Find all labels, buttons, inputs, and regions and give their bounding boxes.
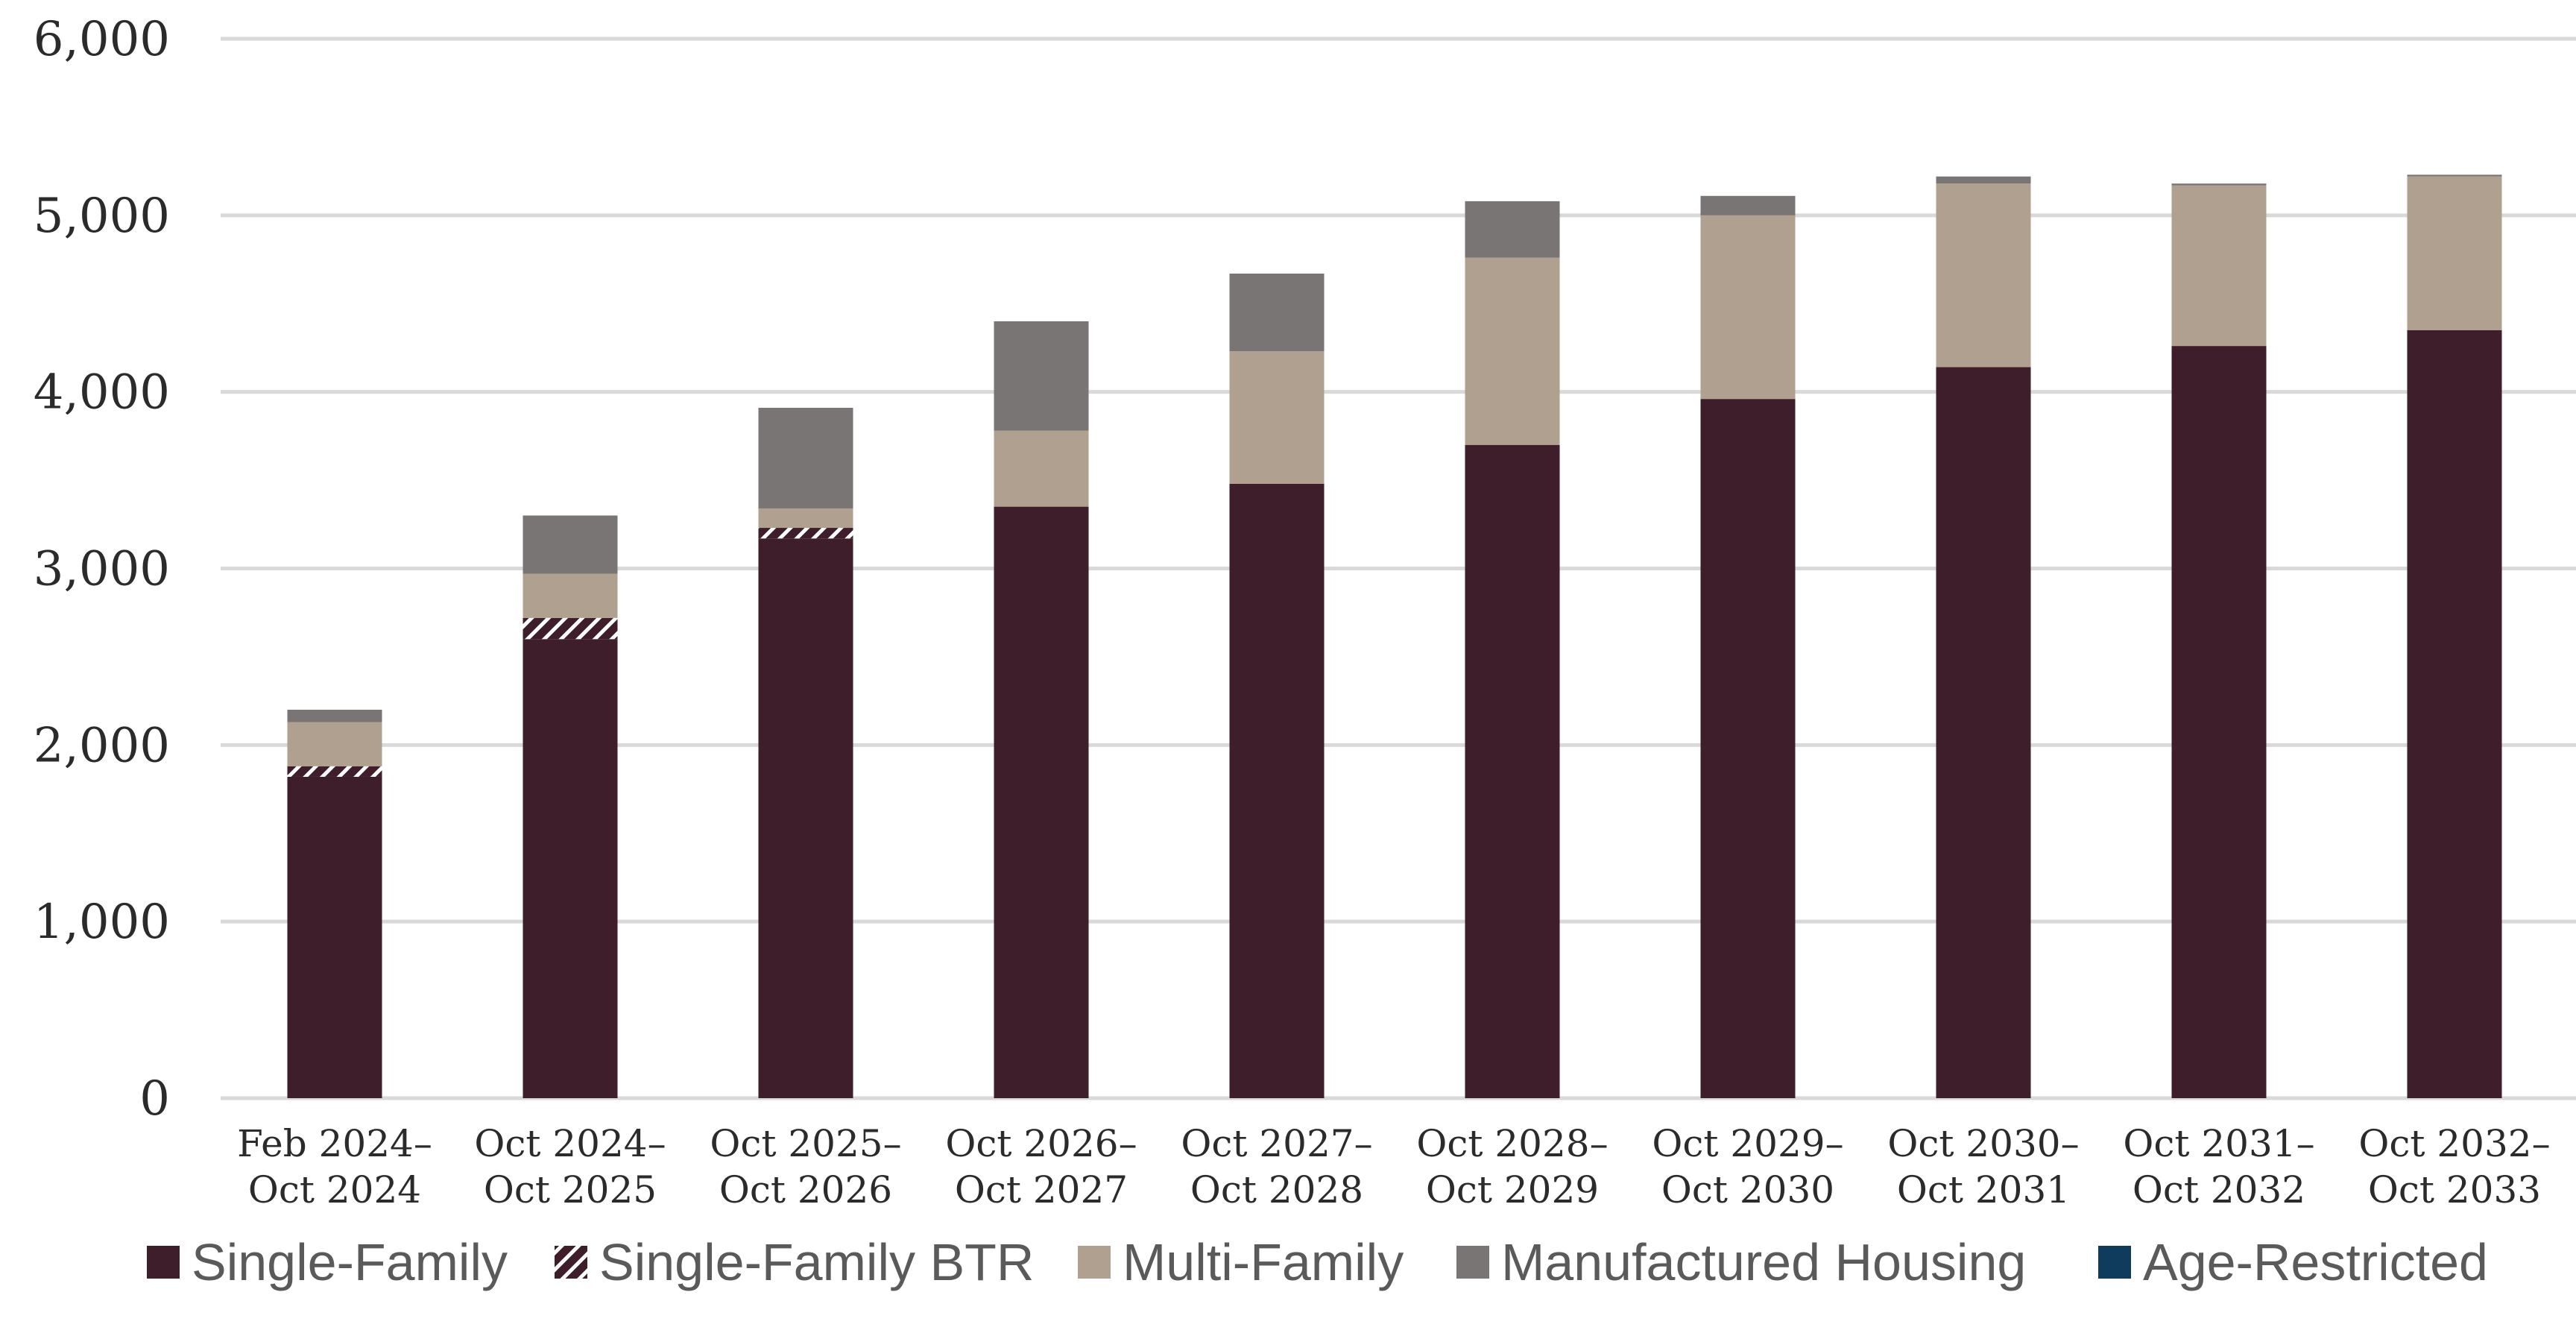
- x-tick-label: Oct 2027–: [1181, 1122, 1372, 1165]
- x-tick-label: Feb 2024–: [237, 1122, 432, 1165]
- legend-label: Single-Family: [192, 1233, 508, 1291]
- legend-swatch: [1456, 1246, 1489, 1279]
- bar-segment: [287, 722, 382, 766]
- x-tick-label: Oct 2031–: [2123, 1122, 2314, 1165]
- x-tick-label: Oct 2032: [2133, 1168, 2305, 1211]
- bar-segment: [994, 321, 1089, 431]
- legend-swatch: [2098, 1246, 2131, 1279]
- x-tick-label: Oct 2033: [2368, 1168, 2541, 1211]
- bar-segment: [2171, 346, 2267, 1099]
- bar-segment: [2171, 183, 2267, 186]
- bar-segment: [287, 766, 382, 777]
- x-tick-label: Oct 2024–: [474, 1122, 666, 1165]
- bar-segment: [1700, 399, 1796, 1098]
- y-tick-label: 3,000: [34, 542, 170, 597]
- bar-segment: [1700, 195, 1796, 215]
- bar-segment: [2407, 176, 2502, 330]
- x-tick-label: Oct 2028: [1190, 1168, 1363, 1211]
- legend-label: Single-Family BTR: [599, 1233, 1034, 1291]
- x-tick-label: Oct 2025–: [710, 1122, 901, 1165]
- x-tick-label: Oct 2031: [1897, 1168, 2070, 1211]
- bar-segment: [287, 709, 382, 722]
- x-tick-label: Oct 2029: [1426, 1168, 1599, 1211]
- x-tick-label: Oct 2029–: [1652, 1122, 1843, 1165]
- bar-segment: [1465, 444, 1560, 1098]
- legend-label: Multi-Family: [1123, 1233, 1404, 1291]
- y-tick-label: 2,000: [34, 718, 170, 773]
- bar-segment: [1936, 176, 2031, 184]
- bar-segment: [1229, 351, 1325, 484]
- bar-segment: [1700, 215, 1796, 400]
- y-tick-label: 4,000: [34, 365, 170, 420]
- x-tick-label: Oct 2028–: [1416, 1122, 1608, 1165]
- legend-label: Manufactured Housing: [1501, 1233, 2026, 1291]
- bar-segment: [523, 515, 618, 574]
- bar-segment: [523, 617, 618, 640]
- bar-segment: [523, 573, 618, 618]
- bar-segment: [1936, 367, 2031, 1098]
- y-tick-label: 6,000: [34, 12, 170, 67]
- x-tick-label: Oct 2025: [484, 1168, 657, 1211]
- bar-segment: [2407, 174, 2502, 177]
- bar-segment: [1936, 183, 2031, 368]
- bar-segment: [758, 538, 853, 1098]
- bar-segment: [1229, 273, 1325, 352]
- bar-segment: [1465, 257, 1560, 445]
- bar-segment: [1229, 483, 1325, 1098]
- legend: Single-Family Single-Family BTR Multi-Fami…: [147, 1233, 2488, 1291]
- bar-segment: [758, 528, 853, 539]
- x-axis-tick-labels: Feb 2024–Oct 2024 Oct 2024–Oct 2025 Oct 20…: [237, 1122, 2550, 1211]
- bar-segment: [287, 776, 382, 1098]
- bar-segment: [2407, 330, 2502, 1098]
- bars: [287, 174, 2502, 1099]
- bar-segment: [523, 639, 618, 1098]
- legend-swatch: [1078, 1246, 1111, 1279]
- bar-segment: [758, 407, 853, 508]
- x-tick-label: Oct 2030: [1661, 1168, 1834, 1211]
- y-axis-tick-labels: 0 1,000 2,000 3,000 4,000 5,000 6,000: [34, 12, 170, 1127]
- legend-swatch: [147, 1246, 180, 1279]
- y-tick-label: 1,000: [34, 895, 170, 950]
- x-tick-label: Oct 2032–: [2358, 1122, 2550, 1165]
- bar-segment: [758, 508, 853, 529]
- bar-segment: [2171, 185, 2267, 347]
- y-tick-label: 5,000: [34, 189, 170, 244]
- x-tick-label: Oct 2030–: [1887, 1122, 2079, 1165]
- legend-swatch: [555, 1246, 587, 1279]
- x-tick-label: Oct 2027: [955, 1168, 1128, 1211]
- x-tick-label: Oct 2024: [248, 1168, 421, 1211]
- bar-segment: [994, 506, 1089, 1098]
- legend-label: Age-Restricted: [2143, 1233, 2488, 1291]
- y-tick-label: 0: [139, 1071, 170, 1127]
- bar-segment: [994, 430, 1089, 507]
- x-tick-label: Oct 2026–: [945, 1122, 1137, 1165]
- x-tick-label: Oct 2026: [719, 1168, 892, 1211]
- bar-segment: [1465, 201, 1560, 258]
